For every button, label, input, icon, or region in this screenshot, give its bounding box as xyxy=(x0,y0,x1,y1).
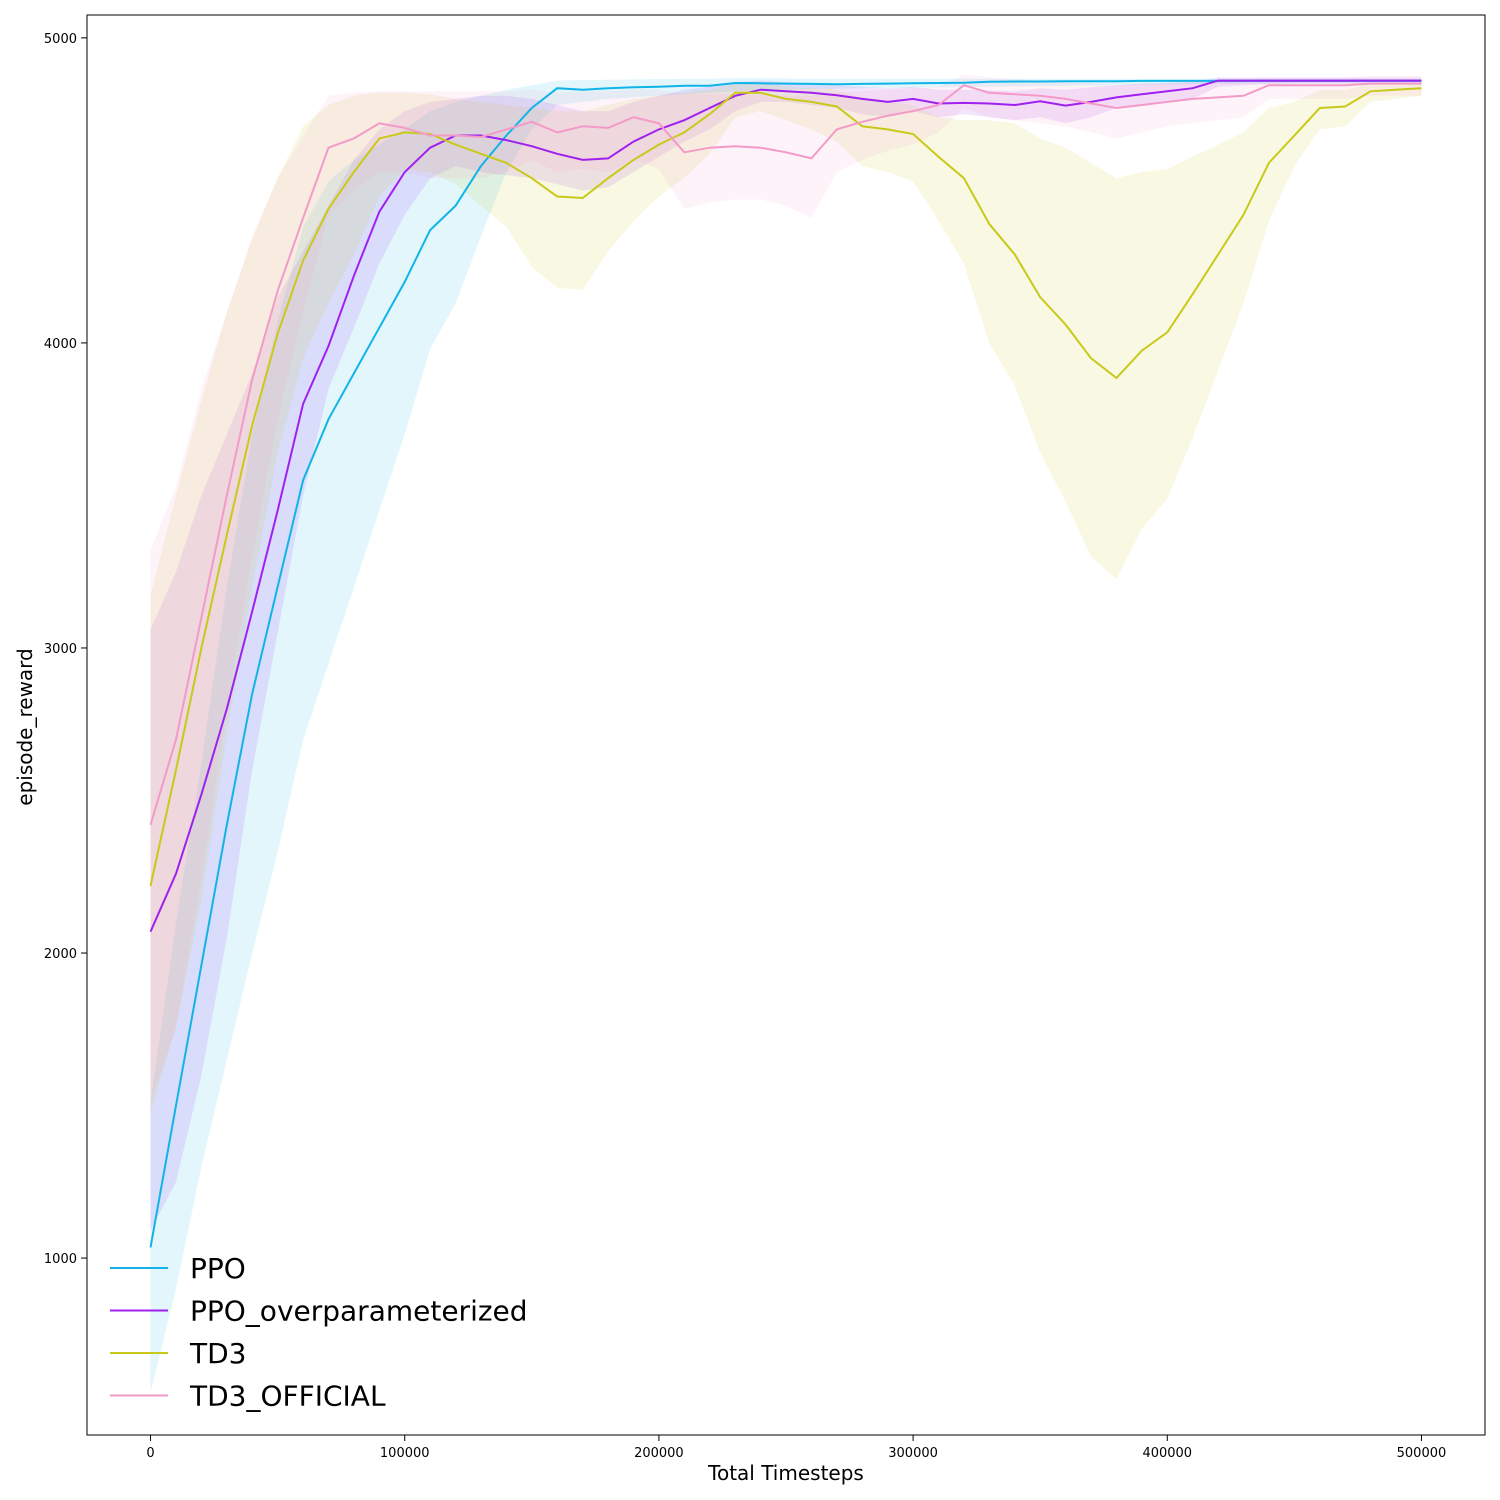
line-ppo-overparameterized xyxy=(149,79,1422,933)
x-tick-label: 400000 xyxy=(1142,1446,1192,1461)
legend-label-td3: TD3 xyxy=(189,1337,246,1370)
legend: PPO PPO_overparameterized TD3 TD3_OFFICIAL xyxy=(110,1252,528,1413)
y-axis-ticks: 1000 2000 3000 4000 5000 xyxy=(44,32,87,1267)
confidence-bands xyxy=(150,74,1422,1393)
x-tick-label: 100000 xyxy=(380,1446,430,1461)
line-td3 xyxy=(149,87,1422,887)
y-tick-label: 1000 xyxy=(44,1252,77,1267)
legend-label-ppo-overparameterized: PPO_overparameterized xyxy=(190,1295,528,1328)
band-td3 xyxy=(150,83,1422,1112)
x-tick-label: 300000 xyxy=(888,1446,938,1461)
y-tick-label: 5000 xyxy=(44,32,77,47)
line-ppo xyxy=(149,79,1422,1248)
plot-frame xyxy=(86,14,1486,1436)
line-td3-official xyxy=(149,82,1422,826)
legend-label-td3-official: TD3_OFFICIAL xyxy=(189,1380,386,1413)
x-tick-label: 200000 xyxy=(634,1446,684,1461)
x-axis-ticks: 0 100000 200000 300000 400000 500000 xyxy=(146,1435,1446,1461)
y-axis-label: episode_reward xyxy=(13,648,37,805)
x-tick-label: 0 xyxy=(146,1446,154,1461)
y-tick-label: 2000 xyxy=(44,947,77,962)
y-tick-label: 3000 xyxy=(44,642,77,657)
x-tick-label: 500000 xyxy=(1397,1446,1447,1461)
legend-label-ppo: PPO xyxy=(190,1252,246,1285)
series-lines xyxy=(149,79,1422,1248)
y-tick-label: 4000 xyxy=(44,337,77,352)
x-axis-label: Total Timesteps xyxy=(707,1461,864,1485)
